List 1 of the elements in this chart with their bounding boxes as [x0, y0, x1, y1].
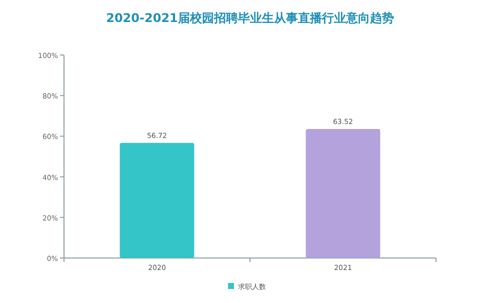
chart-title: 2020-2021届校园招聘毕业生从事直播行业意向趋势	[106, 11, 394, 25]
